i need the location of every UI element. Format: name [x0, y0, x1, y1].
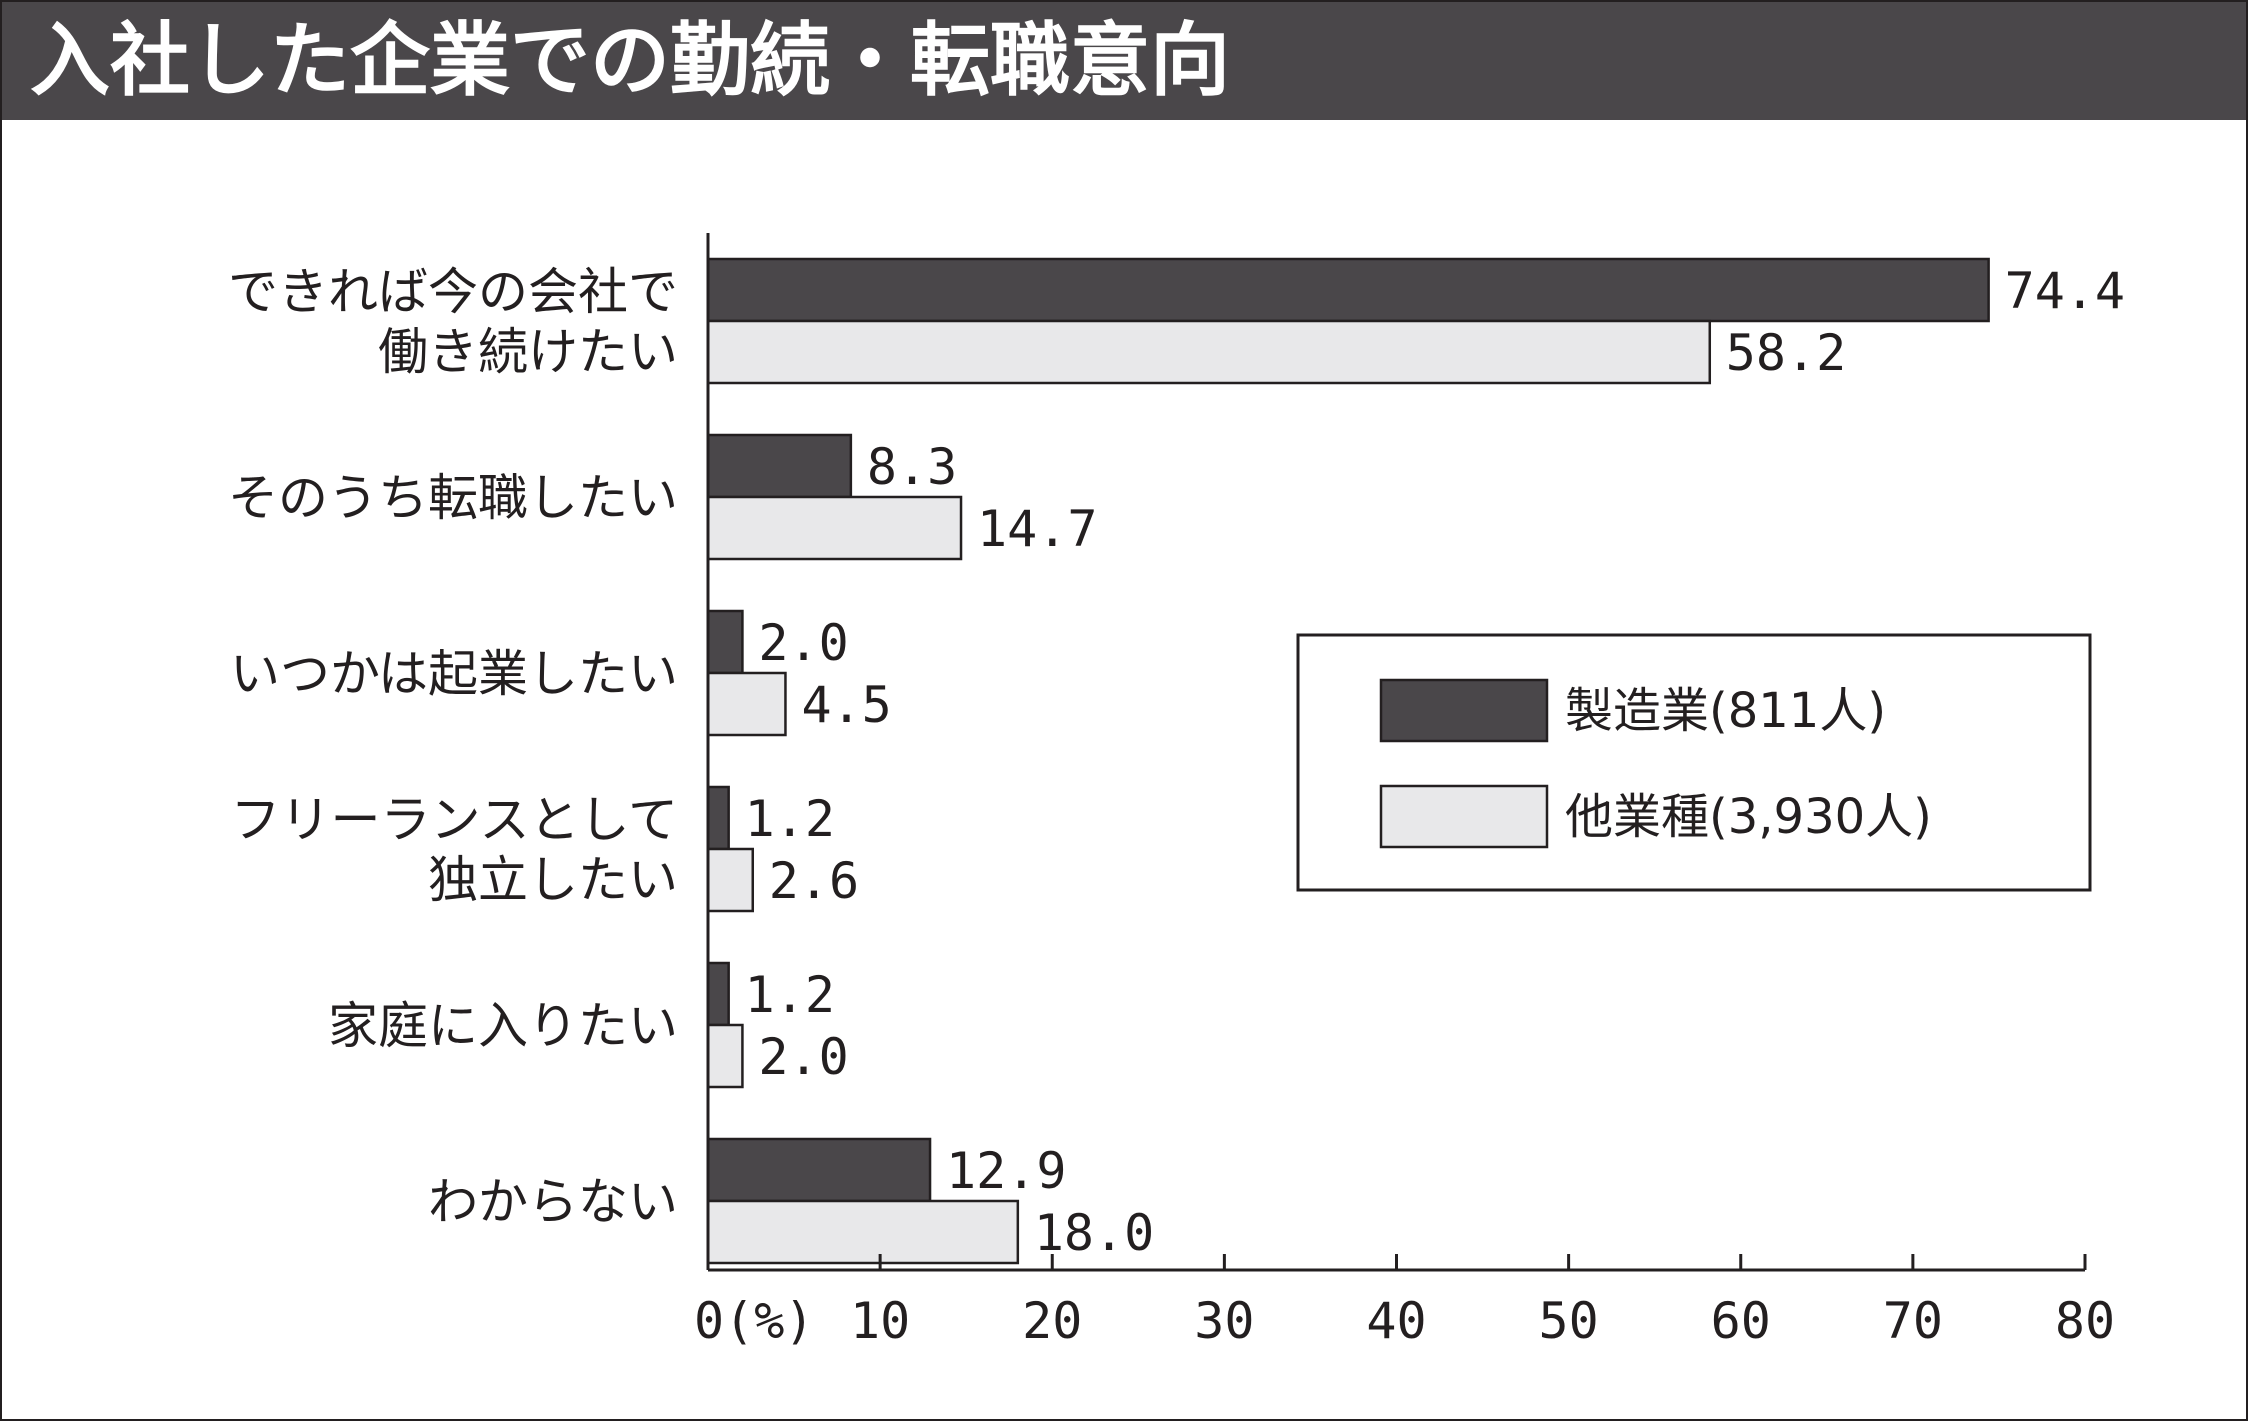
x-tick-label: 80: [2055, 1292, 2115, 1350]
chart-title: 入社した企業での勤続・転職意向: [30, 14, 1230, 107]
bar-manufacturing: [706, 785, 730, 851]
bar-manufacturing: [706, 961, 730, 1027]
category-label: 働き続けたい: [378, 323, 678, 381]
category-label: 家庭に入りたい: [328, 997, 678, 1055]
category-label: いつかは起業したい: [230, 645, 678, 703]
legend-swatch: [1379, 678, 1549, 743]
data-label: 18.0: [1034, 1204, 1154, 1262]
data-label: 12.9: [946, 1142, 1066, 1200]
bar-other-industries: [706, 319, 1712, 385]
data-label: 1.2: [745, 790, 835, 848]
x-tick-label: 30: [1194, 1292, 1254, 1350]
bar-manufacturing: [706, 609, 744, 675]
bar-other-industries: [706, 1023, 744, 1089]
data-label: 58.2: [1726, 324, 1846, 382]
title-bar: 入社した企業での勤続・転職意向: [2, 2, 2246, 120]
bar-manufacturing: [706, 433, 853, 499]
bar-manufacturing: [706, 257, 1990, 323]
data-label: 2.0: [758, 614, 848, 672]
x-tick-label: 50: [1539, 1292, 1599, 1350]
category-label: 独立したい: [428, 851, 678, 909]
x-tick-label: 10: [850, 1292, 910, 1350]
data-label: 74.4: [2005, 262, 2125, 320]
category-label: フリーランスとして: [231, 791, 679, 849]
legend-swatch: [1379, 784, 1549, 849]
bar-manufacturing: [706, 1137, 932, 1203]
category-label: できれば今の会社で: [228, 263, 678, 321]
x-tick-label: 40: [1366, 1292, 1426, 1350]
data-label: 14.7: [977, 500, 1097, 558]
legend-label: 製造業(811人): [1565, 683, 1886, 739]
data-label: 2.6: [769, 852, 859, 910]
data-label: 1.2: [745, 966, 835, 1024]
data-label: 2.0: [758, 1028, 848, 1086]
data-label: 4.5: [801, 676, 891, 734]
category-label: そのうち転職したい: [228, 469, 678, 527]
x-tick-label: 60: [1711, 1292, 1771, 1350]
x-tick-label: 20: [1022, 1292, 1082, 1350]
bar-other-industries: [706, 1199, 1020, 1265]
bar-other-industries: [706, 847, 755, 913]
bar-other-industries: [706, 671, 787, 737]
category-label: わからない: [428, 1173, 678, 1231]
data-label: 8.3: [867, 438, 957, 496]
legend-box: [1296, 633, 2092, 892]
bar-other-industries: [706, 495, 963, 561]
legend-label: 他業種(3,930人): [1565, 789, 1932, 845]
x-tick-label: 70: [1883, 1292, 1943, 1350]
x-tick-label: 0(%): [694, 1292, 814, 1350]
